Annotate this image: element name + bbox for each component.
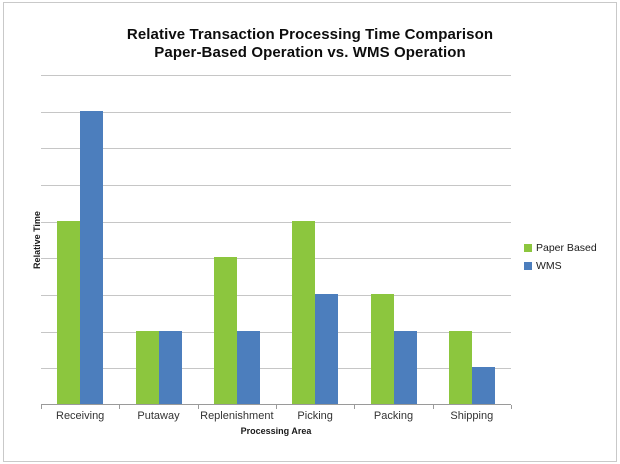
bar-wms-packing	[393, 330, 417, 404]
chart-title-line1: Relative Transaction Processing Time Com…	[126, 26, 494, 43]
x-tick-labels: Receiving Putaway Replenishment Picking Pack…	[41, 410, 511, 424]
legend-swatch-wms	[524, 262, 532, 270]
gridline-1	[41, 368, 511, 370]
bar-paper-based-receiving	[57, 220, 81, 404]
x-axis-tick-1	[119, 405, 121, 409]
x-tick-label-picking: Picking	[297, 410, 333, 422]
gridline-9	[41, 75, 511, 76]
legend-label-wms: WMS	[536, 260, 562, 272]
x-axis-tick-3	[276, 405, 277, 409]
x-axis-tick-5	[432, 405, 434, 409]
x-tick-label-shipping: Shipping	[450, 410, 494, 422]
x-tick-label-packing: Packing	[373, 410, 414, 422]
plot-area	[41, 75, 512, 409]
x-tick-label-receiving: Receiving	[56, 410, 105, 422]
x-axis-tick-4	[354, 405, 356, 409]
bar-paper-based-shipping	[448, 330, 472, 404]
gridline-8	[41, 111, 511, 113]
gridline-2	[41, 331, 511, 333]
legend-item-paper-based: Paper Based	[524, 242, 597, 254]
gridline-4	[41, 258, 511, 260]
x-axis-tick-2	[197, 405, 199, 409]
x-axis-line	[41, 404, 511, 405]
x-tick-label-putaway: Putaway	[137, 410, 180, 422]
x-tick-label-replenishment: Replenishment	[200, 410, 274, 422]
x-axis-tick-6	[511, 405, 512, 409]
bar-wms-receiving	[80, 110, 104, 404]
bar-wms-replenishment	[236, 330, 260, 404]
bar-paper-based-putaway	[135, 330, 159, 404]
bar-wms-putaway	[158, 330, 182, 404]
gridline-5	[41, 221, 511, 223]
x-axis-title: Processing Area	[240, 426, 312, 436]
gridline-3	[41, 295, 511, 296]
bar-paper-based-replenishment	[213, 257, 237, 404]
x-axis-tick-0	[41, 405, 42, 409]
bar-paper-based-picking	[292, 220, 316, 404]
gridline-7	[41, 148, 511, 150]
legend-item-wms: WMS	[524, 260, 597, 272]
chart-title: Relative Transaction Processing Time Com…	[0, 26, 620, 62]
legend: Paper Based WMS	[524, 242, 597, 278]
chart-title-line2: Paper-Based Operation vs. WMS Operation	[154, 44, 466, 61]
legend-swatch-paper-based	[524, 244, 532, 252]
bar-wms-shipping	[471, 367, 495, 404]
bar-wms-picking	[315, 294, 339, 404]
bar-paper-based-packing	[370, 294, 394, 404]
legend-label-paper-based: Paper Based	[536, 242, 597, 254]
gridline-6	[41, 185, 511, 186]
